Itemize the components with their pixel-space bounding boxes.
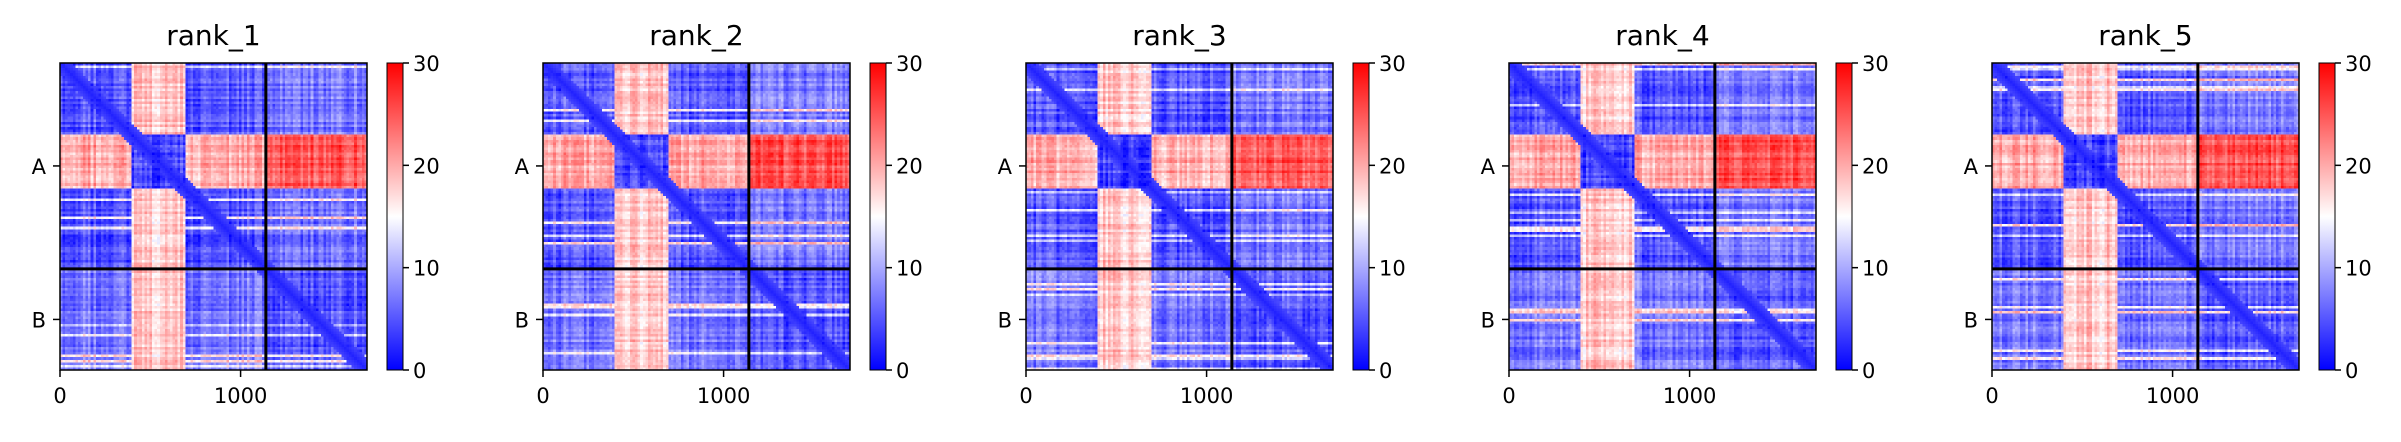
panel-1: rank_1 0 1000 A B 0 10 20 30 (32, 19, 440, 408)
y-tick-label: B (998, 308, 1012, 332)
colorbar-tick-label: 0 (2345, 359, 2358, 383)
panel-3: rank_3 0 1000 A B 0 10 20 30 (998, 19, 1406, 408)
x-tick-label: 1000 (1663, 384, 1716, 408)
heatmap-image (1992, 63, 2299, 370)
colorbar-tick-label: 30 (1862, 52, 1889, 76)
x-tick-label: 0 (53, 384, 66, 408)
panel-2: rank_2 0 1000 A B 0 10 20 30 (515, 19, 923, 408)
x-tick-label: 0 (1019, 384, 1032, 408)
panel-title: rank_3 (1132, 19, 1226, 52)
x-tick-label: 1000 (1180, 384, 1233, 408)
colorbar-tick-label: 10 (1379, 257, 1406, 281)
colorbar-tick-label: 30 (896, 52, 923, 76)
colorbar-tick-label: 0 (1379, 359, 1392, 383)
x-tick-label: 1000 (697, 384, 750, 408)
colorbar-tick-label: 20 (413, 154, 440, 178)
panel-4: rank_4 0 1000 A B 0 10 20 30 (1481, 19, 1889, 408)
y-tick-label: A (998, 155, 1013, 179)
panel-title: rank_2 (649, 19, 743, 52)
axes-frame (1508, 62, 1817, 371)
panel-title: rank_5 (2098, 19, 2192, 52)
x-tick-label: 0 (1502, 384, 1515, 408)
heatmap-image (543, 63, 850, 370)
panel-title: rank_1 (166, 19, 260, 52)
colorbar-tick-label: 20 (1379, 154, 1406, 178)
y-tick-label: A (515, 155, 530, 179)
colorbar-tick-label: 30 (413, 52, 440, 76)
x-tick-label: 1000 (214, 384, 267, 408)
y-tick-label: B (32, 308, 46, 332)
colorbar (2318, 62, 2336, 371)
colorbar-tick-label: 30 (1379, 52, 1406, 76)
colorbar-tick-label: 20 (2345, 154, 2372, 178)
x-tick-label: 0 (1985, 384, 1998, 408)
colorbar-tick-label: 0 (413, 359, 426, 383)
colorbar (386, 62, 404, 371)
axes-frame (542, 62, 851, 371)
axes-frame (59, 62, 368, 371)
heatmap-image (1509, 63, 1816, 370)
colorbar-tick-label: 20 (896, 154, 923, 178)
colorbar-tick-label: 10 (2345, 257, 2372, 281)
colorbar (1352, 62, 1370, 371)
heatmap-image (60, 63, 367, 370)
colorbar-tick-label: 0 (1862, 359, 1875, 383)
colorbar (869, 62, 887, 371)
colorbar-tick-label: 30 (2345, 52, 2372, 76)
colorbar-tick-label: 0 (896, 359, 909, 383)
y-tick-label: A (32, 155, 47, 179)
colorbar-tick-label: 20 (1862, 154, 1889, 178)
y-tick-label: A (1964, 155, 1979, 179)
y-tick-label: B (1964, 308, 1978, 332)
axes-frame (1991, 62, 2300, 371)
heatmap-image (1026, 63, 1333, 370)
y-tick-label: B (1481, 308, 1495, 332)
y-tick-label: A (1481, 155, 1496, 179)
axes-frame (1025, 62, 1334, 371)
panel-title: rank_4 (1615, 19, 1709, 52)
x-tick-label: 0 (536, 384, 549, 408)
y-tick-label: B (515, 308, 529, 332)
panel-5: rank_5 0 1000 A B 0 10 20 30 (1964, 19, 2372, 408)
colorbar (1835, 62, 1853, 371)
x-tick-label: 1000 (2146, 384, 2199, 408)
colorbar-tick-label: 10 (896, 257, 923, 281)
colorbar-tick-label: 10 (1862, 257, 1889, 281)
colorbar-tick-label: 10 (413, 257, 440, 281)
